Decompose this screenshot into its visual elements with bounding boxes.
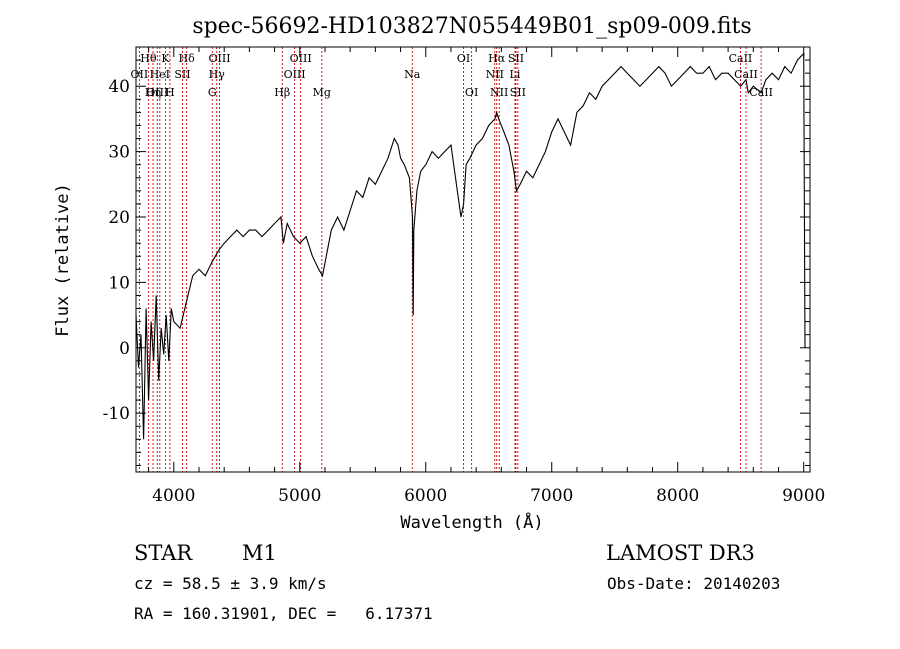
line-marker-label-23: NII (490, 86, 508, 99)
x-tick-label-2: 6000 (404, 486, 447, 506)
object-subclass: M1 (242, 541, 277, 565)
x-tick-label-1: 5000 (278, 486, 321, 506)
redshift-info: cz = 58.5 ± 3.9 km/s (134, 574, 327, 593)
x-tick-label-4: 8000 (656, 486, 699, 506)
y-tick-label-1: 0 (119, 339, 130, 359)
line-marker-label-9: OIII (208, 52, 230, 65)
observation-date: Obs-Date: 20140203 (607, 574, 780, 593)
x-axis-ticks: 4000 5000 6000 7000 8000 9000 (148, 47, 825, 506)
line-marker-label-13: OIII (290, 52, 312, 65)
line-marker-label-16: Na (404, 68, 421, 81)
line-marker-label-26: CaII (734, 68, 758, 81)
x-tick-label-5: 9000 (782, 486, 825, 506)
line-marker-label-15: Mg (313, 86, 331, 99)
survey-name: LAMOST DR3 (606, 541, 755, 565)
x-tick-label-0: 4000 (152, 486, 195, 506)
y-tick-label-3: 20 (108, 208, 130, 228)
line-markers (138, 47, 762, 472)
line-marker-label-7: H (165, 86, 175, 99)
y-axis-label: Flux (relative) (53, 183, 73, 337)
line-marker-label-25: CaII (729, 52, 753, 65)
y-axis-ticks: -10 0 10 20 30 40 (103, 59, 810, 466)
y-tick-label-2: 10 (108, 273, 130, 293)
line-marker-label-19: Hα (488, 52, 506, 65)
line-marker-label-22: Li (510, 68, 521, 81)
line-marker-label-17: OI (457, 52, 470, 65)
line-marker-label-2: OIII (146, 86, 168, 99)
line-marker-label-14: OIII (284, 68, 306, 81)
line-marker-label-10: Hγ (209, 68, 226, 81)
line-marker-label-0: Hθ (140, 52, 157, 65)
y-tick-label-4: 30 (108, 143, 130, 163)
y-tick-label-0: -10 (103, 404, 130, 424)
line-marker-label-4: K (161, 52, 170, 65)
line-marker-label-24: SII (510, 86, 526, 99)
object-class: STAR (134, 541, 193, 565)
line-marker-label-5: HeI (150, 68, 170, 81)
line-marker-label-12: Hβ (274, 86, 290, 99)
chart-title: spec-56692-HD103827N055449B01_sp09-009.f… (192, 14, 751, 39)
x-axis-label: Wavelength (Å) (400, 511, 543, 533)
line-marker-label-6: SII (174, 68, 190, 81)
line-marker-label-20: SII (508, 52, 524, 65)
line-marker-label-18: OI (465, 86, 478, 99)
line-marker-label-11: G (208, 86, 217, 99)
line-marker-label-3: Hη (145, 86, 161, 99)
line-marker-label-8: Hδ (179, 52, 196, 65)
x-tick-label-3: 7000 (530, 486, 573, 506)
line-marker-label-21: NII (486, 68, 504, 81)
y-tick-label-5: 40 (108, 77, 130, 97)
plot-frame (135, 46, 811, 473)
coordinates-info: RA = 160.31901, DEC = 6.17371 (134, 604, 433, 623)
line-marker-label-1: OII (131, 68, 149, 81)
spectrum-series-line (135, 52, 806, 440)
